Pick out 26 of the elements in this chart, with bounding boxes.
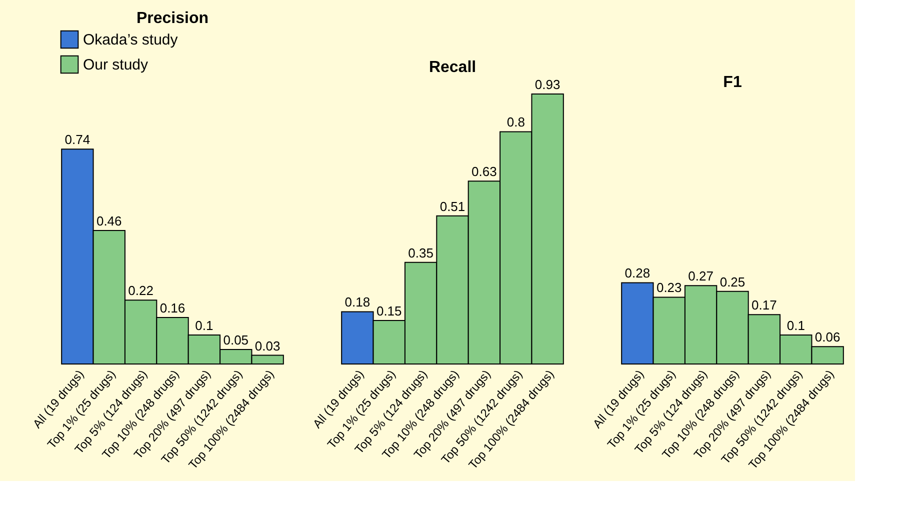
data-label: 0.15: [376, 303, 402, 318]
data-label: 0.8: [506, 114, 525, 130]
data-label: 0.25: [720, 274, 746, 290]
chart-title: Precision: [136, 10, 209, 27]
data-label: 0.51: [440, 198, 466, 214]
data-label: 0.93: [534, 77, 560, 92]
data-label: 0.74: [64, 132, 90, 148]
data-label: 0.03: [254, 338, 280, 354]
data-label: 0.35: [408, 245, 434, 260]
data-label: 0.46: [96, 213, 122, 228]
legend-label: Our study: [83, 56, 149, 74]
data-label: 0.1: [786, 318, 805, 333]
data-label: 0.27: [688, 268, 714, 284]
data-label: 0.18: [344, 294, 370, 310]
data-label: 0.17: [752, 298, 777, 313]
data-label: 0.1: [195, 318, 214, 333]
data-label: 0.28: [624, 266, 650, 281]
data-label: 0.22: [128, 283, 154, 298]
data-label: 0.63: [472, 164, 497, 180]
data-label: 0.06: [814, 330, 840, 345]
data-label: 0.16: [160, 300, 186, 316]
chart-title: F1: [723, 74, 742, 91]
legend-label: Okada’s study: [83, 32, 178, 48]
chart-title: Recall: [428, 59, 476, 76]
data-label: 0.23: [656, 280, 682, 296]
data-label: 0.05: [223, 332, 249, 348]
